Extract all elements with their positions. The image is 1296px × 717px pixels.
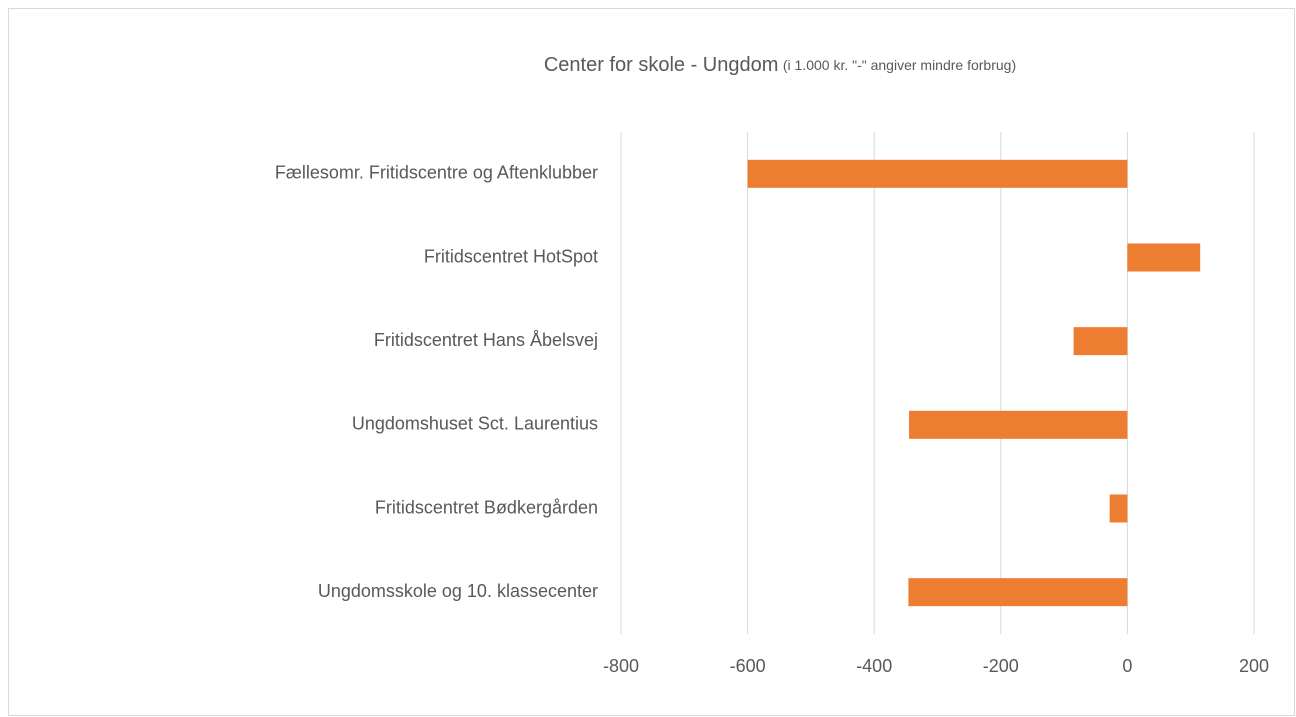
- x-tick-label: 200: [1239, 656, 1269, 676]
- bar: [1073, 327, 1128, 356]
- x-tick-label: -600: [730, 656, 766, 676]
- plot-area: -800 -600 -400 -200 0 200 Fællesomr. Fritidsce…: [275, 132, 1269, 676]
- chart-frame: [8, 8, 1295, 716]
- chart-heading: Center for skole - Ungdom (i 1.000 kr. "…: [544, 54, 1016, 76]
- y-tick-label: Fritidscentret HotSpot: [424, 246, 598, 266]
- bar: [1109, 494, 1128, 523]
- x-tick-label: -200: [983, 656, 1019, 676]
- bar: [909, 410, 1128, 439]
- y-tick-label: Ungdomshuset Sct. Laurentius: [352, 414, 598, 434]
- chart-title: Center for skole - Ungdom: [544, 54, 779, 76]
- x-tick-label: 0: [1122, 656, 1132, 676]
- y-tick-label: Fritidscentret Bødkergården: [375, 497, 598, 517]
- y-tick-label: Ungdomsskole og 10. klassecenter: [318, 581, 598, 601]
- y-tick-label: Fællesomr. Fritidscentre og Aftenklubber: [275, 163, 598, 183]
- x-tick-label: -400: [856, 656, 892, 676]
- bar: [747, 159, 1128, 188]
- chart-subtitle: (i 1.000 kr. "-" angiver mindre forbrug): [783, 57, 1016, 73]
- y-tick-label: Fritidscentret Hans Åbelsvej: [374, 330, 598, 350]
- bar: [908, 578, 1128, 607]
- bar: [1127, 243, 1201, 272]
- x-tick-label: -800: [603, 656, 639, 676]
